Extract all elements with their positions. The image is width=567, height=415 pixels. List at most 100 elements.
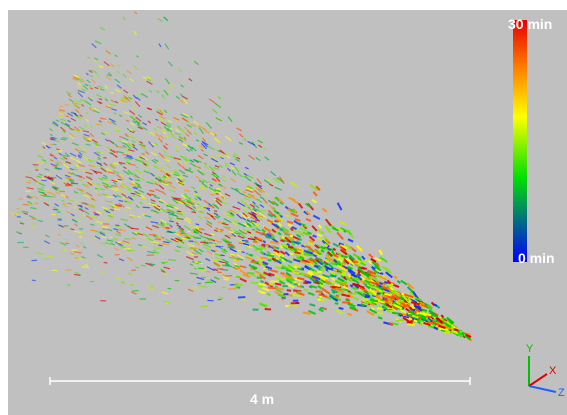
- trajectory-streak: [61, 199, 65, 203]
- trajectory-streak: [275, 218, 282, 223]
- trajectory-streak: [146, 80, 153, 86]
- trajectory-streak: [327, 251, 334, 258]
- trajectory-streak: [93, 237, 97, 240]
- trajectory-streak: [68, 98, 75, 103]
- trajectory-streak: [345, 298, 351, 302]
- trajectory-streak: [198, 180, 205, 184]
- trajectory-streak: [52, 143, 57, 146]
- trajectory-streak: [26, 195, 31, 199]
- trajectory-streak: [275, 257, 280, 260]
- trajectory-streak: [165, 209, 173, 213]
- trajectory-streak: [234, 264, 240, 268]
- trajectory-streak: [369, 281, 381, 286]
- trajectory-streak: [213, 198, 219, 201]
- trajectory-streak: [145, 226, 153, 231]
- trajectory-streak: [282, 273, 291, 279]
- trajectory-streak: [344, 243, 353, 250]
- trajectory-streak: [54, 203, 60, 207]
- trajectory-streak: [385, 293, 396, 300]
- trajectory-streak: [110, 242, 115, 246]
- trajectory-streak: [257, 209, 265, 215]
- trajectory-streak: [363, 279, 373, 288]
- trajectory-streak: [316, 233, 323, 238]
- trajectory-streak: [118, 114, 123, 118]
- trajectory-streak: [219, 228, 224, 231]
- trajectory-streak: [212, 259, 218, 262]
- trajectory-streak: [146, 181, 154, 185]
- trajectory-streak: [132, 115, 138, 121]
- trajectory-streak: [288, 252, 294, 256]
- trajectory-streak: [142, 160, 149, 164]
- trajectory-streak: [127, 195, 133, 201]
- trajectory-streak: [160, 268, 165, 272]
- trajectory-streak: [198, 127, 204, 134]
- trajectory-streak: [309, 284, 318, 289]
- trajectory-streak: [63, 203, 68, 205]
- trajectory-streak: [134, 100, 141, 108]
- trajectory-streak: [339, 220, 347, 226]
- trajectory-streak: [226, 234, 234, 237]
- trajectory-streak: [168, 189, 177, 193]
- trajectory-streak: [115, 129, 121, 133]
- trajectory-streak: [202, 128, 210, 135]
- trajectory-streak: [417, 305, 422, 309]
- trajectory-streak: [239, 232, 247, 239]
- trajectory-streak: [223, 278, 229, 281]
- trajectory-streak: [199, 206, 206, 210]
- trajectory-streak: [221, 222, 229, 226]
- trajectory-streak: [146, 107, 152, 111]
- trajectory-streak: [396, 280, 401, 284]
- trajectory-streak: [118, 202, 125, 208]
- trajectory-streak: [150, 179, 158, 184]
- trajectory-streak: [183, 99, 188, 105]
- trajectory-streak: [48, 146, 53, 149]
- trajectory-streak: [322, 273, 330, 279]
- trajectory-streak: [244, 194, 253, 199]
- trajectory-streak: [85, 72, 89, 76]
- trajectory-streak: [304, 279, 312, 284]
- trajectory-streak: [118, 161, 126, 165]
- trajectory-streak: [97, 193, 102, 197]
- trajectory-streak: [177, 227, 184, 232]
- trajectory-streak: [89, 132, 95, 138]
- trajectory-streak: [141, 146, 147, 150]
- trajectory-streak: [184, 198, 191, 202]
- trajectory-streak: [279, 201, 284, 206]
- trajectory-streak: [95, 123, 102, 127]
- trajectory-streak: [284, 251, 291, 257]
- trajectory-streak: [336, 226, 344, 232]
- trajectory-streak: [134, 169, 142, 174]
- trajectory-streak: [330, 250, 335, 254]
- trajectory-streak: [140, 144, 146, 149]
- trajectory-streak: [140, 264, 146, 267]
- trajectory-streak: [139, 141, 143, 144]
- trajectory-streak: [303, 251, 311, 257]
- trajectory-streak: [373, 273, 380, 278]
- scale-bar: [49, 377, 471, 385]
- trajectory-streak: [66, 182, 71, 186]
- trajectory-streak: [167, 61, 173, 67]
- trajectory-streak: [182, 143, 189, 148]
- trajectory-streak: [73, 273, 81, 277]
- trajectory-streak: [60, 193, 67, 198]
- trajectory-streak: [233, 262, 238, 266]
- trajectory-streak: [81, 255, 86, 259]
- trajectory-streak: [236, 127, 243, 132]
- trajectory-streak: [90, 69, 97, 74]
- trajectory-streak: [156, 110, 163, 116]
- trajectory-streak: [263, 267, 269, 270]
- trajectory-streak: [37, 149, 43, 154]
- trajectory-streak: [220, 178, 227, 182]
- trajectory-streak: [259, 256, 268, 260]
- trajectory-streak: [55, 174, 63, 180]
- trajectory-streak: [134, 120, 141, 124]
- trajectory-streak: [71, 218, 78, 223]
- trajectory-streak: [110, 140, 114, 144]
- trajectory-streak: [122, 146, 129, 150]
- trajectory-streak: [164, 43, 170, 50]
- trajectory-streak: [74, 108, 80, 114]
- trajectory-streak: [133, 175, 138, 179]
- trajectory-streak: [155, 208, 161, 211]
- trajectory-streak: [333, 297, 339, 302]
- trajectory-streak: [216, 198, 223, 204]
